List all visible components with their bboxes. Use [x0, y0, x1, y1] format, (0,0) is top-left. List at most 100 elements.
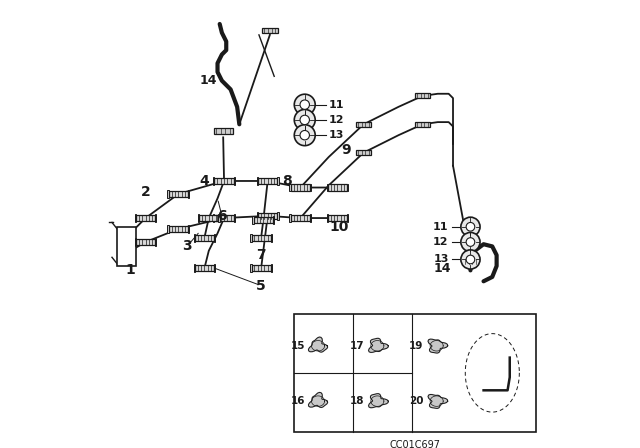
Bar [271, 264, 272, 272]
Bar [214, 178, 234, 184]
Circle shape [461, 250, 480, 269]
Bar [234, 177, 235, 185]
Bar [258, 213, 277, 219]
Bar [213, 177, 214, 185]
Polygon shape [308, 337, 328, 352]
Bar [262, 28, 278, 33]
Bar [117, 227, 136, 266]
Bar [277, 212, 278, 220]
Circle shape [294, 109, 316, 130]
Text: 11: 11 [329, 99, 344, 110]
Text: 8: 8 [282, 174, 292, 188]
Polygon shape [369, 338, 388, 353]
Bar [289, 214, 291, 222]
Circle shape [461, 233, 480, 252]
Text: 4: 4 [200, 174, 209, 188]
Text: 20: 20 [409, 396, 424, 406]
Text: 6: 6 [217, 209, 227, 223]
Circle shape [466, 255, 475, 264]
Bar [356, 150, 371, 155]
Bar [257, 212, 258, 220]
Polygon shape [428, 395, 448, 409]
Polygon shape [369, 394, 388, 408]
Text: 14: 14 [200, 74, 218, 87]
Bar [310, 184, 311, 191]
Text: 13: 13 [433, 254, 449, 264]
Bar [155, 214, 156, 222]
Bar [169, 191, 188, 197]
Bar [234, 214, 235, 222]
Text: 15: 15 [291, 341, 305, 351]
Bar [347, 214, 348, 222]
Text: 12: 12 [433, 237, 449, 247]
Text: 16: 16 [291, 396, 305, 406]
Bar [415, 122, 430, 127]
Circle shape [300, 115, 310, 125]
Bar [328, 185, 347, 190]
Bar [252, 265, 271, 271]
Bar [169, 226, 188, 232]
Bar [356, 122, 371, 127]
Bar [326, 214, 328, 222]
Bar [218, 214, 220, 222]
Bar [326, 184, 328, 191]
Text: 10: 10 [330, 220, 349, 234]
Text: 5: 5 [256, 279, 266, 293]
Bar [214, 264, 215, 272]
Circle shape [466, 223, 475, 231]
Text: CC01C697: CC01C697 [389, 440, 440, 448]
Bar [134, 238, 136, 246]
Bar [195, 265, 214, 271]
Text: 11: 11 [433, 222, 449, 232]
Bar [134, 214, 136, 222]
Bar [193, 264, 195, 272]
Bar [168, 225, 169, 233]
Text: 7: 7 [256, 248, 266, 262]
Circle shape [294, 125, 316, 146]
Circle shape [461, 217, 480, 237]
Bar [271, 234, 272, 241]
Bar [193, 234, 195, 241]
Text: 13: 13 [329, 130, 344, 140]
Bar [168, 190, 169, 198]
Text: 1: 1 [125, 263, 135, 277]
Bar [328, 215, 347, 221]
Bar [294, 314, 536, 432]
Polygon shape [428, 339, 448, 353]
Bar [347, 184, 348, 191]
Circle shape [294, 94, 316, 115]
Bar [289, 184, 291, 191]
Bar [136, 215, 155, 221]
Bar [310, 214, 311, 222]
Bar [155, 238, 156, 246]
Bar [250, 234, 252, 241]
Bar [463, 259, 478, 264]
Bar [277, 177, 278, 185]
Bar [199, 215, 218, 221]
Text: 17: 17 [349, 341, 364, 351]
Bar [214, 215, 234, 221]
Bar [250, 264, 252, 272]
Bar [415, 93, 430, 99]
Bar [198, 214, 199, 222]
Bar [252, 216, 253, 224]
Bar [257, 177, 258, 185]
Bar [273, 216, 274, 224]
Polygon shape [308, 392, 328, 407]
Bar [253, 217, 273, 223]
Bar [214, 128, 233, 134]
Circle shape [300, 100, 310, 109]
Text: 19: 19 [409, 341, 424, 351]
Bar [136, 239, 155, 245]
Text: 2: 2 [141, 185, 150, 199]
Bar [291, 185, 310, 190]
Text: 18: 18 [350, 396, 364, 406]
Circle shape [466, 238, 475, 246]
Bar [258, 178, 277, 184]
Text: 9: 9 [341, 143, 351, 157]
Bar [213, 214, 214, 222]
Bar [188, 190, 189, 198]
Bar [252, 235, 271, 241]
Bar [188, 225, 189, 233]
Text: 14: 14 [433, 262, 451, 275]
